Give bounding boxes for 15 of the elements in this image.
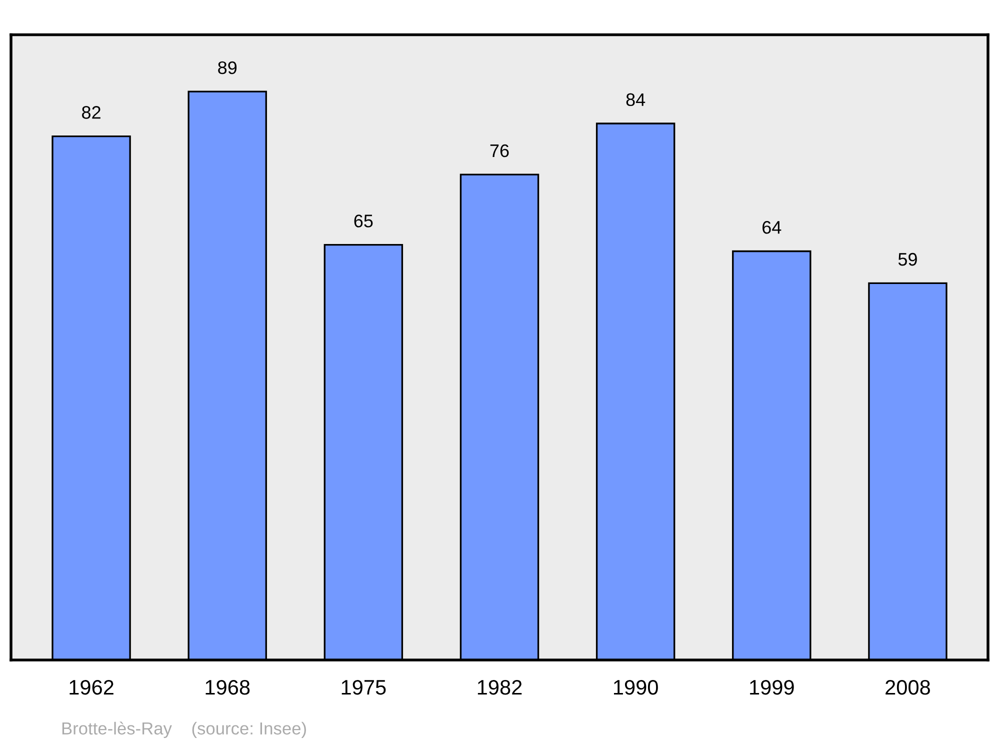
data-label: 76 xyxy=(490,144,509,158)
x-tick-label: 1962 xyxy=(70,680,114,695)
x-tick-label: 1968 xyxy=(206,680,250,695)
x-tick-label: 1999 xyxy=(750,680,794,695)
data-label: 64 xyxy=(762,220,782,234)
data-label: 82 xyxy=(82,106,100,119)
x-tick-label: 1990 xyxy=(614,680,658,695)
data-label: 89 xyxy=(218,61,237,74)
x-tick-label: 1975 xyxy=(342,680,386,695)
x-tick-label: 1982 xyxy=(478,680,522,695)
text: Brotte-lès-Ray (source: Insee) xyxy=(62,722,306,738)
data-label: 84 xyxy=(626,93,646,106)
data-label: 59 xyxy=(898,252,917,266)
data-label: 65 xyxy=(354,214,373,228)
x-tick-label: 2008 xyxy=(886,680,930,695)
